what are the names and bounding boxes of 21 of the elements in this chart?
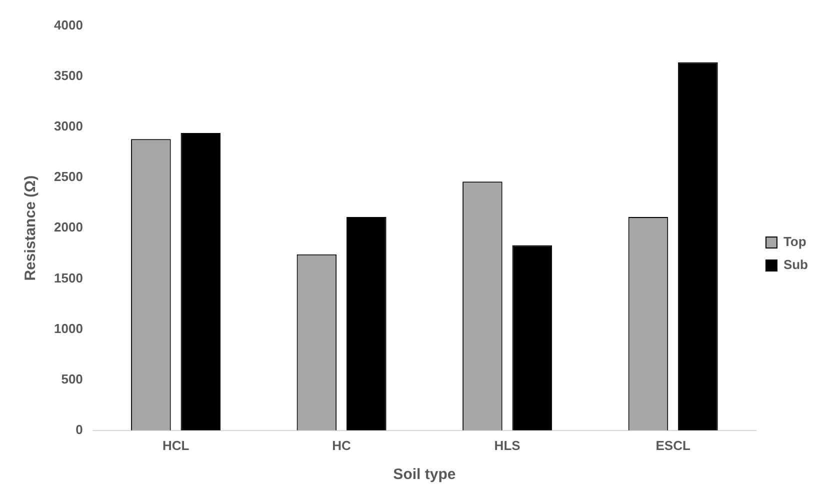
y-tick-label: 2000 (54, 220, 83, 235)
y-tick-label: 3500 (54, 68, 83, 83)
x-axis-title: Soil type (393, 466, 456, 484)
x-tick-label: ESCL (656, 438, 690, 453)
bar (678, 62, 718, 430)
y-tick-label: 2500 (54, 169, 83, 184)
bar (346, 216, 386, 430)
x-tick-label: HLS (494, 438, 521, 453)
x-tick-label: HC (332, 438, 352, 453)
y-tick-label: 1500 (54, 270, 83, 286)
y-tick-label: 0 (76, 422, 83, 437)
y-tick-label: 3000 (54, 118, 83, 134)
legend-label: Top (783, 234, 806, 250)
y-tick-label: 4000 (54, 17, 83, 32)
legend-label: Sub (783, 257, 808, 272)
y-tick-label: 500 (61, 371, 83, 386)
y-tick-label: 1000 (54, 320, 83, 336)
bar (512, 245, 552, 430)
y-axis-title: Resistance (Ω) (22, 175, 40, 281)
x-tick-label: HCL (162, 438, 190, 453)
bar (180, 133, 221, 430)
